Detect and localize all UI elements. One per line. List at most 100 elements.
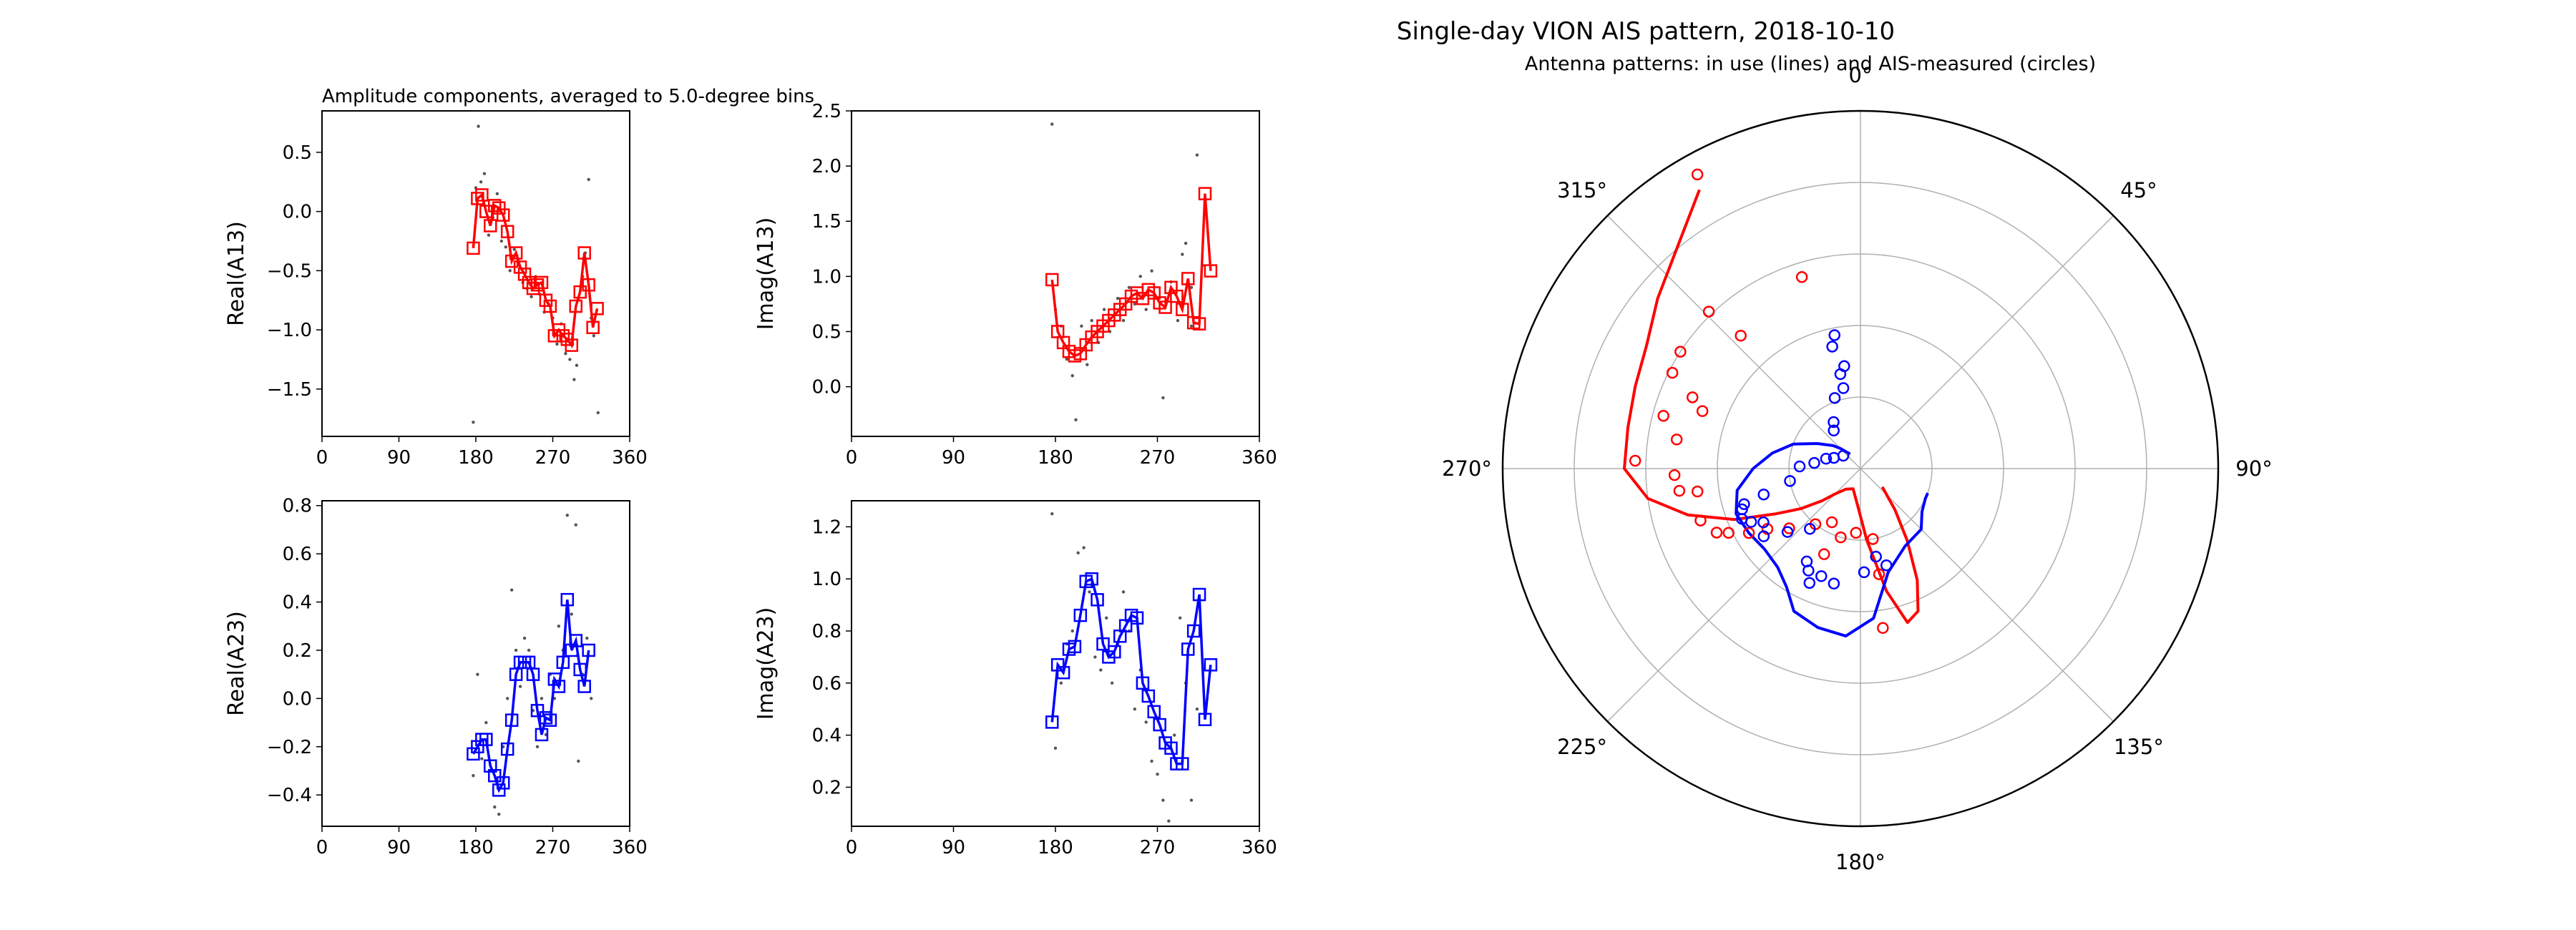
bin-average-marker [496, 208, 510, 222]
bin-average-marker [1164, 741, 1178, 755]
measured-point [1668, 469, 1681, 481]
sample-point [575, 363, 579, 367]
sample-point [497, 812, 501, 816]
y-tick-label: −0.2 [267, 737, 312, 758]
sample-point [1065, 357, 1069, 361]
sample-point [555, 342, 559, 346]
bin-average-marker [471, 740, 484, 754]
x-tick-label: 270 [1140, 837, 1176, 858]
measured-point [1629, 454, 1641, 467]
bin-average-marker [1198, 187, 1212, 200]
bin-average-marker [1181, 642, 1195, 656]
x-tick-label: 0 [316, 447, 328, 469]
measured-point [1738, 498, 1750, 510]
y-tick-label: −1.0 [267, 320, 312, 341]
bin-average-marker [488, 768, 502, 783]
sample-point [1176, 318, 1180, 323]
bin-average-marker [565, 338, 579, 352]
y-tick-label: −0.4 [267, 785, 312, 806]
measured-point [1834, 368, 1847, 381]
bin-average-marker [1192, 317, 1206, 331]
bin-average-marker [517, 268, 532, 281]
subplot-imag-a13: 0 90 180 270 360 0.0 0.5 1.0 1.5 2.0 2.5 Imag(A13) [753, 101, 1277, 469]
subplot-real-a23: 0 90 180 270 360 −0.4 −0.2 0.0 0.2 0.4 0.6 0.8 Real(… [224, 496, 648, 858]
x-tick-label: 360 [612, 447, 648, 469]
subplot-imag-a23: 0 90 180 270 360 0.2 0.4 0.6 0.8 1.0 1.2 Imag(A23) [753, 500, 1277, 858]
y-axis-label: Real(A13) [224, 221, 249, 326]
sample-point [1195, 708, 1199, 711]
bin-average-marker [492, 201, 506, 215]
y-tick-label: 0.0 [283, 202, 312, 223]
sample-point [570, 612, 573, 616]
bin-average-marker [556, 329, 570, 343]
polar-ring [1645, 253, 2076, 684]
bin-average-marker [1181, 272, 1195, 285]
measured-point [1803, 577, 1816, 589]
bin-average-marker [1068, 640, 1082, 654]
measured-point [1873, 568, 1885, 580]
bin-average-marker [547, 672, 562, 686]
y-tick-label: 0.5 [812, 321, 841, 343]
sample-point [564, 351, 567, 356]
measured-point [1828, 329, 1840, 341]
sample-point [1050, 122, 1054, 126]
y-tick-label: 1.0 [812, 569, 841, 590]
measured-point [1757, 516, 1770, 529]
sample-point [495, 192, 499, 196]
bin-average-marker [1096, 637, 1110, 651]
bin-average-marker [1045, 715, 1059, 729]
measured-point [1818, 548, 1830, 560]
measured-point [1850, 527, 1862, 539]
sample-point [1195, 153, 1199, 157]
sample-point [1189, 798, 1194, 802]
sample-point [479, 180, 483, 184]
bin-average-marker [1130, 611, 1144, 625]
sample-point [1070, 373, 1074, 378]
measured-point [1828, 392, 1841, 404]
bin-average-marker [552, 680, 566, 693]
bin-average-marker [543, 299, 557, 313]
bin-average-marker [1056, 665, 1070, 680]
bin-average-marker [504, 713, 519, 727]
figure-title: Single-day VION AIS pattern, 2018-10-10 [1397, 17, 1895, 46]
y-tick-label: 0.8 [812, 621, 841, 642]
x-tick-label: 90 [942, 447, 965, 469]
sample-point [514, 648, 518, 652]
sample-point [1074, 418, 1078, 422]
sample-point [1116, 297, 1120, 300]
y-axis-label: Real(A23) [224, 611, 249, 716]
bin-average-marker [488, 199, 502, 212]
y-axis-label: Imag(A13) [753, 217, 779, 331]
sample-point [1085, 363, 1089, 366]
measured-point [1826, 341, 1838, 353]
x-tick-label: 90 [942, 837, 965, 858]
sample-point [1093, 655, 1097, 659]
bin-average-marker [590, 302, 604, 315]
measured-point [1666, 366, 1679, 379]
sample-point [493, 805, 497, 809]
measured-point [1687, 391, 1699, 403]
sample-point [527, 648, 531, 652]
y-axis-label: Imag(A23) [753, 607, 779, 720]
x-tick-label: 180 [1038, 837, 1073, 858]
measured-point [1722, 527, 1735, 539]
measured-point [1735, 329, 1747, 342]
sample-point [1133, 708, 1137, 711]
bin-average-marker [484, 219, 497, 232]
sample-point [1053, 746, 1058, 750]
measured-point [1784, 475, 1796, 487]
measured-point [1825, 516, 1838, 529]
measured-point [1670, 434, 1683, 446]
sample-point [1150, 269, 1153, 273]
y-tick-label: −0.5 [267, 260, 312, 282]
measured-point [1657, 409, 1669, 422]
y-tick-label: 1.5 [812, 211, 841, 232]
sample-point [472, 774, 475, 778]
sample-point [1181, 253, 1184, 256]
y-tick-label: 0.4 [812, 725, 841, 747]
sample-point [499, 239, 504, 243]
y-tick-label: 1.2 [812, 517, 841, 538]
measured-point [1870, 550, 1882, 563]
x-tick-label: 180 [458, 837, 494, 858]
sample-point [565, 514, 570, 517]
